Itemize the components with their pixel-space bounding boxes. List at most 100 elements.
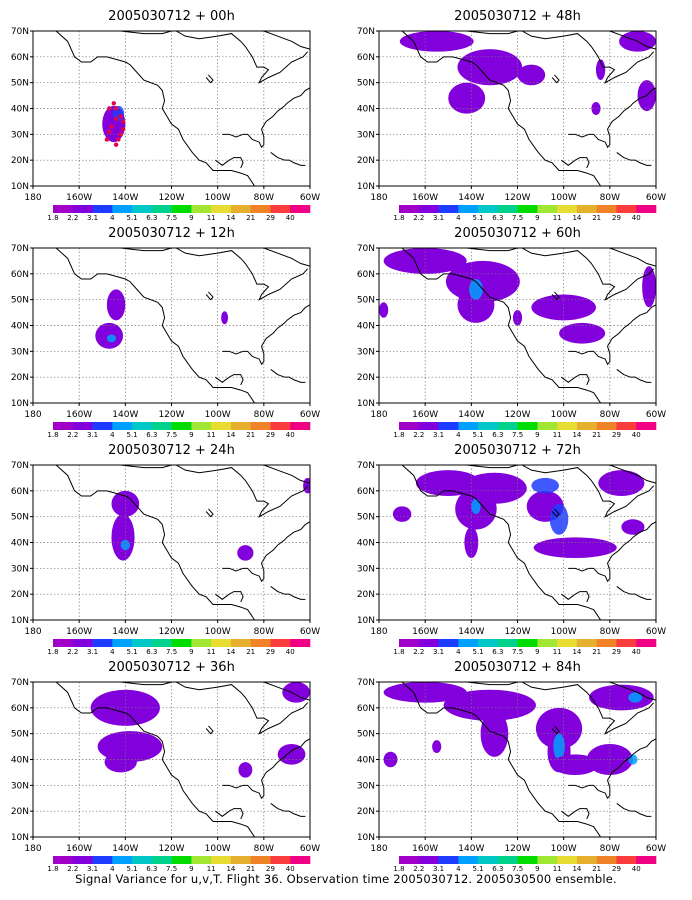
colorbar-label: 29 [612,431,621,439]
coastline [466,31,518,35]
colorbar-swatch [53,856,74,864]
colorbar-label: 3.1 [87,431,98,439]
colorbar-label: 29 [266,865,275,873]
colorbar-label: 14 [572,648,581,656]
colorbar-label: 3.1 [433,648,444,656]
variance-contour [531,477,560,494]
colorbar-label: 3.1 [433,865,444,873]
lon-tick-label: 160W [412,193,438,203]
panel-title: 2005030712 + 00h [108,9,235,24]
lat-tick-label: 70N [357,461,375,471]
coastline [120,248,172,252]
colorbar-label: 7.5 [166,431,177,439]
colorbar-label: 14 [226,214,235,222]
variance-contour [238,762,253,778]
colorbar-label: 29 [612,648,621,656]
coastline [521,682,655,735]
colorbar-swatch [290,205,311,213]
colorbar-label: 14 [572,214,581,222]
colorbar-swatch [151,639,172,647]
figure-panels: 2005030712 + 00h 70N 60N 50N 40N 30N 20N 10N 180… [0,0,692,873]
colorbar-label: 1.8 [393,648,404,656]
colorbar-label: 11 [207,648,216,656]
colorbar-swatch [132,205,153,213]
variance-contour [598,470,645,496]
colorbar-label: 14 [572,431,581,439]
lon-tick-label: 160W [66,844,92,854]
colorbar-label: 5.1 [473,865,484,873]
colorbar-label: 4 [456,648,461,656]
variance-contour [221,311,229,325]
colorbar-label: 4 [110,648,115,656]
colorbar-label: 7.5 [166,214,177,222]
colorbar-swatch [478,422,499,430]
lat-tick-label: 10N [11,833,29,843]
variance-contour [383,248,467,274]
coastline [263,31,310,50]
coastline [175,465,309,518]
lat-tick-label: 60N [357,53,375,63]
lat-tick-label: 20N [11,373,29,383]
colorbar-label: 40 [632,865,641,873]
colorbar-swatch [478,856,499,864]
colorbar-label: 2.2 [67,648,78,656]
colorbar-label: 2.2 [413,431,424,439]
variance-contour [621,519,645,535]
colorbar-swatch [191,639,212,647]
variance-contour [591,102,601,115]
colorbar-swatch [112,856,133,864]
variance-contour [106,334,117,343]
colorbar-label: 3.1 [433,431,444,439]
colorbar-label: 7.5 [166,648,177,656]
coastline [551,291,560,301]
variance-contour [120,539,130,551]
coastline [401,248,602,403]
colorbar-swatch [112,639,133,647]
coastline [609,465,656,484]
coastline [270,152,306,166]
lat-tick-label: 60N [11,270,29,280]
lon-tick-label: 80W [254,844,274,854]
variance-contour [399,31,474,52]
lat-tick-label: 70N [11,27,29,37]
coastline [466,465,518,469]
colorbar-swatch [230,856,251,864]
colorbar-label: 11 [553,214,562,222]
lon-tick-label: 120W [158,844,184,854]
panel-title: 2005030712 + 36h [108,660,235,675]
colorbar-swatch [211,422,232,430]
colorbar-label: 1.8 [47,865,58,873]
lon-tick-label: 100W [551,627,577,637]
lat-tick-label: 20N [357,590,375,600]
panel-title: 2005030712 + 60h [454,226,581,241]
variance-contour [595,59,606,81]
map-panel: 2005030712 + 48h 70N 60N 50N 40N 30N 20N 10N 180… [346,0,692,222]
lat-tick-label: 20N [357,373,375,383]
colorbar-swatch [537,205,558,213]
colorbar-swatch [171,422,192,430]
lat-tick-label: 30N [11,347,29,357]
variance-contour [282,682,310,703]
colorbar-label: 21 [592,214,601,222]
lat-tick-label: 70N [357,678,375,688]
observation-point [116,137,121,142]
coastline [609,248,656,267]
colorbar-swatch [92,639,113,647]
lat-tick-label: 70N [357,27,375,37]
coastline [263,682,310,701]
observation-point [113,116,119,122]
lat-tick-label: 30N [357,564,375,574]
map-svg: 2005030712 + 00h 70N 60N 50N 40N 30N 20N 10N180… [11,9,320,222]
lat-tick-label: 30N [357,781,375,791]
colorbar-swatch [596,639,617,647]
map-panel: 2005030712 + 12h 70N 60N 50N 40N 30N 20N 10N 180… [0,217,346,439]
variance-contour [535,707,583,750]
colorbar-swatch [399,856,420,864]
lon-tick-label: 140W [458,627,484,637]
colorbar-swatch [517,422,538,430]
variance-contour [383,682,467,703]
colorbar-label: 7.5 [512,214,523,222]
colorbar-swatch [72,422,93,430]
coastline [222,304,310,366]
colorbar-label: 5.1 [127,865,138,873]
